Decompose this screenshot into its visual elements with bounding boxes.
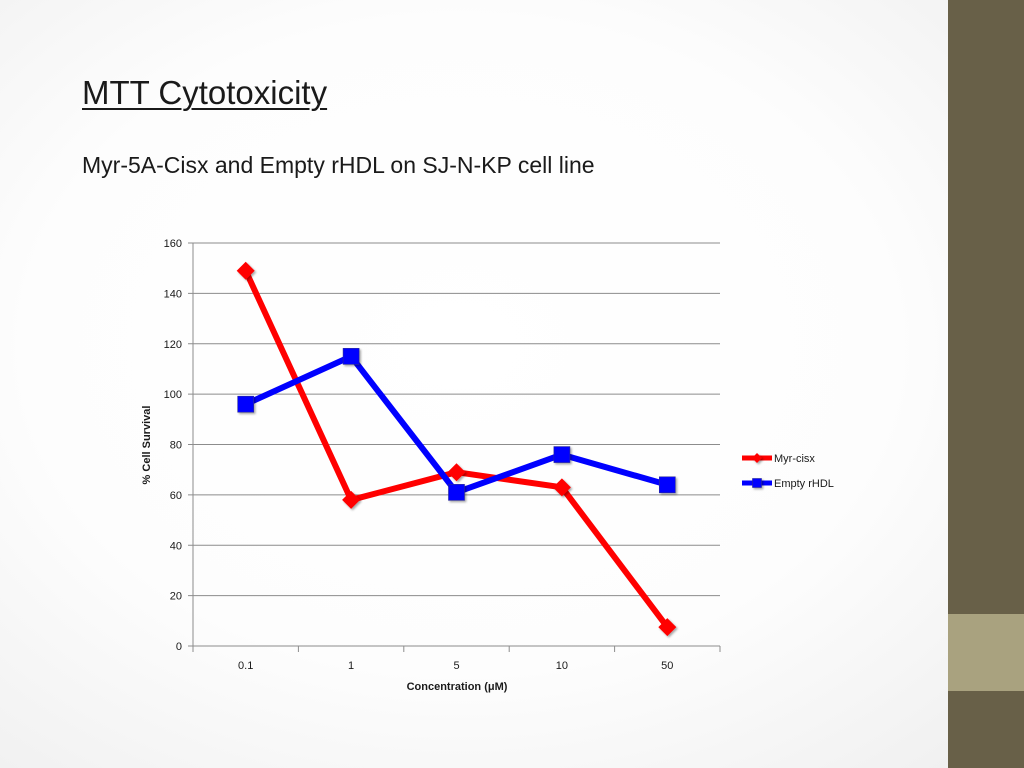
y-tick-label: 60 [170, 490, 182, 502]
y-tick-label: 0 [176, 641, 182, 653]
x-tick-label: 50 [661, 660, 673, 672]
series-line-myr-cisx [242, 267, 671, 631]
legend-swatch-marker [752, 478, 762, 488]
x-tick-label: 5 [453, 660, 459, 672]
grid-lines [193, 242, 720, 597]
slide-subtitle: Myr-5A-Cisx and Empty rHDL on SJ-N-KP ce… [82, 152, 595, 178]
y-tick-label: 100 [164, 389, 182, 401]
data-point-empty-rhdl [553, 446, 571, 463]
y-tick-label: 120 [164, 339, 182, 351]
data-point-myr-cisx [447, 463, 466, 482]
y-axis-title: % Cell Survival [141, 406, 153, 485]
series-markers [236, 261, 677, 637]
legend-item-myr-cisx: Myr-cisx [742, 453, 815, 465]
x-tick-label: 10 [556, 660, 568, 672]
x-tick-labels: 0.1 1 5 10 50 [238, 660, 673, 672]
slide-title: MTT Cytotoxicity [82, 74, 328, 111]
cytotoxicity-line-chart: 0 20 40 60 80 100 120 140 160 0.1 1 5 10 50 Concentr… [141, 238, 834, 693]
data-point-myr-cisx [342, 490, 361, 509]
data-point-myr-cisx [552, 478, 571, 497]
y-tick-label: 160 [164, 238, 182, 250]
y-tick-label: 40 [170, 540, 182, 552]
legend-swatch-marker [752, 453, 762, 463]
side-decoration-accent [948, 614, 1024, 691]
y-tick-label: 20 [170, 591, 182, 603]
data-point-empty-rhdl [448, 484, 465, 501]
legend-item-empty-rhdl: Empty rHDL [742, 478, 834, 490]
data-point-empty-rhdl [658, 476, 676, 494]
legend-label: Empty rHDL [774, 478, 834, 490]
axes [188, 242, 721, 652]
x-tick-label: 0.1 [238, 660, 253, 672]
legend-label: Myr-cisx [774, 453, 815, 465]
data-point-empty-rhdl [342, 348, 360, 365]
data-point-empty-rhdl [237, 395, 254, 413]
legend: Myr-cisx Empty rHDL [742, 453, 834, 490]
x-tick-label: 1 [348, 660, 354, 672]
y-tick-labels: 0 20 40 60 80 100 120 140 160 [164, 238, 182, 653]
data-point-myr-cisx [236, 261, 255, 280]
data-point-myr-cisx [658, 618, 677, 637]
series-lines [242, 267, 671, 631]
y-tick-label: 140 [164, 288, 182, 300]
x-axis-title: Concentration (μM) [407, 681, 508, 693]
y-tick-label: 80 [170, 440, 182, 452]
